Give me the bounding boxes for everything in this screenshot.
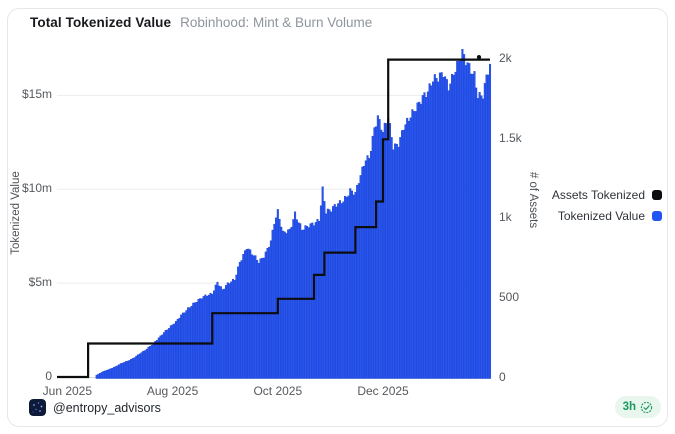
y-right-tick-label: 1.5k (499, 130, 522, 145)
legend-label: Tokenized Value (557, 209, 645, 223)
seal-check-icon (640, 401, 653, 413)
legend: Assets Tokenized Tokenized Value (552, 188, 662, 223)
page-title: Total Tokenized Value (30, 15, 172, 30)
chart-subtitle: Robinhood: Mint & Burn Volume (180, 15, 373, 30)
legend-swatch-tokenized-value (652, 211, 662, 221)
attribution-footer: @entropy_advisors (29, 399, 161, 416)
x-tick-label: Jun 2025 (42, 384, 93, 398)
y-left-tick-label: $10m (21, 181, 52, 196)
y-left-tick-label: $15m (21, 87, 52, 102)
y-right-tick-label: 2k (499, 50, 512, 65)
legend-swatch-assets-tokenized (652, 190, 662, 200)
verified-time-badge[interactable]: 3h (614, 396, 661, 418)
badge-time-label: 3h (622, 401, 636, 413)
line-end-marker (476, 55, 482, 60)
bars-series-tokenized-value (95, 49, 492, 379)
legend-label: Assets Tokenized (551, 188, 645, 202)
legend-item-assets-tokenized[interactable]: Assets Tokenized (552, 188, 662, 202)
legend-item-tokenized-value[interactable]: Tokenized Value (558, 209, 662, 223)
right-axis-title: # of Assets (527, 171, 539, 229)
y-left-tick-label: $5m (28, 275, 52, 290)
x-tick-label: Aug 2025 (146, 384, 199, 398)
y-right-tick-label: 0 (499, 370, 506, 384)
account-handle[interactable]: @entropy_advisors (53, 400, 161, 415)
left-axis-title: Tokenized Value (10, 171, 22, 255)
y-right-tick-label: 1k (499, 210, 512, 225)
avatar[interactable] (29, 399, 46, 416)
chart-header: Total Tokenized Value Robinhood: Mint & … (30, 15, 372, 30)
assets-tokenized-line-series (57, 58, 490, 379)
x-tick-label: Dec 2025 (357, 384, 409, 398)
y-left-tick-label: 0 (45, 369, 52, 383)
x-tick-label: Oct 2025 (253, 384, 303, 398)
y-right-tick-label: 500 (499, 290, 520, 305)
